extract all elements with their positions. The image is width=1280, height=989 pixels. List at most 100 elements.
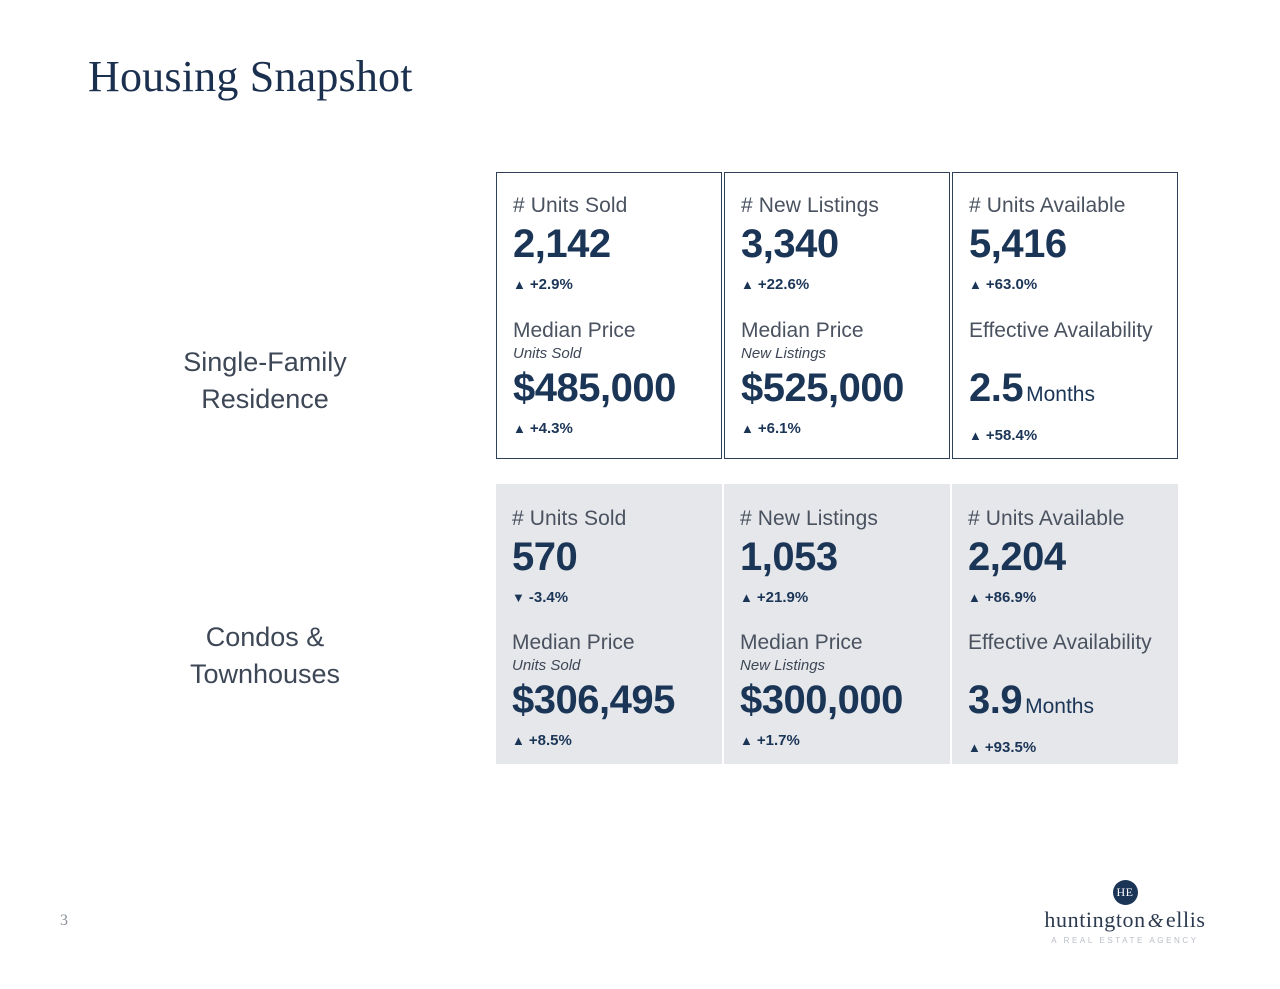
cell-value: 2,142 [513,220,705,268]
cell-sub-label: Effective Availability [968,631,1152,654]
cell-sub-value-number: 3.9 [968,678,1023,722]
cell-delta: ▲ +22.6% [741,275,933,295]
metric-cell-new-listings: # New Listings 3,340 ▲ +22.6% Median Pric… [724,172,950,459]
triangle-up-icon: ▲ [741,277,754,292]
cell-delta-value: +21.9% [756,589,809,606]
cell-delta-value: +2.9% [529,276,573,293]
cell-value-number: 1,053 [740,535,838,579]
cell-sub-caption: New Listings [741,345,827,362]
logo-ampersand: & [1147,910,1164,932]
cell-sub-delta-value: +4.3% [529,420,573,437]
triangle-up-icon: ▲ [969,277,982,292]
cell-sub-caption: New Listings [740,657,826,674]
cell-sub-block: Effective Availability 2.5 Months ▲ +58.4% [969,318,1161,446]
cell-sub-delta: ▲ +8.5% [512,731,706,751]
cell-delta-value: +22.6% [757,276,810,293]
cell-value: 3,340 [741,220,933,268]
cell-label: # Units Available [968,507,1125,530]
logo-tagline: A REAL ESTATE AGENCY [1051,936,1199,945]
cell-sub-value-unit: Months [1025,695,1094,718]
cell-sub-value: $306,495 [512,676,706,724]
metric-cell-units-sold: # Units Sold 570 ▼ -3.4% Median Price Uni… [496,484,722,764]
metric-cell-units-sold: # Units Sold 2,142 ▲ +2.9% Median Price U… [496,172,722,459]
triangle-up-icon: ▲ [968,590,981,605]
cell-sub-delta: ▲ +93.5% [968,738,1162,758]
cell-sub-value: $525,000 [741,364,933,412]
cell-sub-value-unit: Months [1026,383,1095,406]
cell-sub-block: Median Price New Listings $525,000 ▲ +6.1… [741,318,933,439]
cell-sub-label: Median Price [512,631,635,654]
cell-delta: ▲ +2.9% [513,275,705,295]
metric-cell-units-available: # Units Available 2,204 ▲ +86.9% Effectiv… [952,484,1178,764]
logo-wordmark: huntington &ellis [1040,907,1210,934]
cell-sub-label: Effective Availability [969,319,1153,342]
cell-value-number: 5,416 [969,222,1067,266]
triangle-up-icon: ▲ [969,428,982,443]
cell-sub-value: $300,000 [740,676,934,724]
triangle-up-icon: ▲ [740,590,753,605]
cell-sub-delta: ▲ +6.1% [741,419,933,439]
logo-name-part2: ellis [1165,907,1206,932]
triangle-down-icon: ▼ [512,590,525,605]
triangle-up-icon: ▲ [740,733,753,748]
cell-value: 570 [512,533,706,581]
cell-value-number: 2,142 [513,222,611,266]
metric-cell-units-available: # Units Available 5,416 ▲ +63.0% Effectiv… [952,172,1178,459]
metric-row: # Units Sold 570 ▼ -3.4% Median Price Uni… [496,484,1178,764]
cell-delta-value: +63.0% [985,276,1038,293]
cell-sub-block: Effective Availability 3.9 Months ▲ +93.5% [968,630,1162,758]
cell-sub-value-number: $300,000 [740,678,903,722]
cell-sub-value: 2.5 Months [969,364,1161,419]
logo-name-part1: huntington [1044,907,1146,932]
cell-sub-caption: Units Sold [513,345,582,362]
cell-sub-block: Median Price New Listings $300,000 ▲ +1.7… [740,630,934,751]
triangle-up-icon: ▲ [513,421,526,436]
cell-sub-delta-value: +93.5% [984,739,1037,756]
page-number: 3 [60,912,68,929]
cell-sub-delta-value: +6.1% [757,420,801,437]
cell-sub-label: Median Price [513,319,636,342]
company-logo: HE huntington &ellis A REAL ESTATE AGENCY [1040,880,1210,947]
cell-value-number: 2,204 [968,535,1066,579]
cell-value: 5,416 [969,220,1161,268]
triangle-up-icon: ▲ [512,733,525,748]
cell-sub-value-number: 2.5 [969,366,1024,410]
metric-row: # Units Sold 2,142 ▲ +2.9% Median Price U… [496,172,1178,459]
triangle-up-icon: ▲ [741,421,754,436]
metric-cell-new-listings: # New Listings 1,053 ▲ +21.9% Median Pric… [724,484,950,764]
cell-sub-caption: Units Sold [512,657,581,674]
cell-delta-value: +86.9% [984,589,1037,606]
cell-sub-delta-value: +8.5% [528,732,572,749]
row-label-line: Residence [201,384,329,414]
row-label-line: Townhouses [189,659,341,689]
cell-sub-value: $485,000 [513,364,705,412]
page-title: Housing Snapshot [88,52,413,101]
cell-sub-value-number: $306,495 [512,678,675,722]
cell-sub-label: Median Price [741,319,864,342]
triangle-up-icon: ▲ [968,740,981,755]
cell-delta-value: -3.4% [528,589,569,606]
cell-label: # Units Sold [512,507,627,530]
cell-value: 2,204 [968,533,1162,581]
row-label-single-family: Single-Family Residence [60,344,470,418]
cell-sub-delta-value: +1.7% [756,732,800,749]
row-label-condos-townhouses: Condos & Townhouses [60,619,470,693]
triangle-up-icon: ▲ [513,277,526,292]
cell-value-number: 570 [512,535,578,579]
cell-delta: ▲ +86.9% [968,588,1162,608]
cell-label: # Units Available [969,194,1126,217]
cell-sub-value-number: $485,000 [513,366,676,410]
cell-delta: ▲ +63.0% [969,275,1161,295]
cell-sub-caption-spacer [968,656,1162,675]
cell-sub-value-number: $525,000 [741,366,904,410]
cell-label: # Units Sold [513,194,628,217]
cell-delta: ▲ +21.9% [740,588,934,608]
cell-value-number: 3,340 [741,222,839,266]
cell-sub-block: Median Price Units Sold $485,000 ▲ +4.3% [513,318,705,439]
cell-sub-delta-value: +58.4% [985,427,1038,444]
cell-sub-delta: ▲ +58.4% [969,426,1161,446]
cell-sub-value: 3.9 Months [968,676,1162,731]
cell-sub-block: Median Price Units Sold $306,495 ▲ +8.5% [512,630,706,751]
cell-sub-label: Median Price [740,631,863,654]
cell-label: # New Listings [741,194,879,217]
